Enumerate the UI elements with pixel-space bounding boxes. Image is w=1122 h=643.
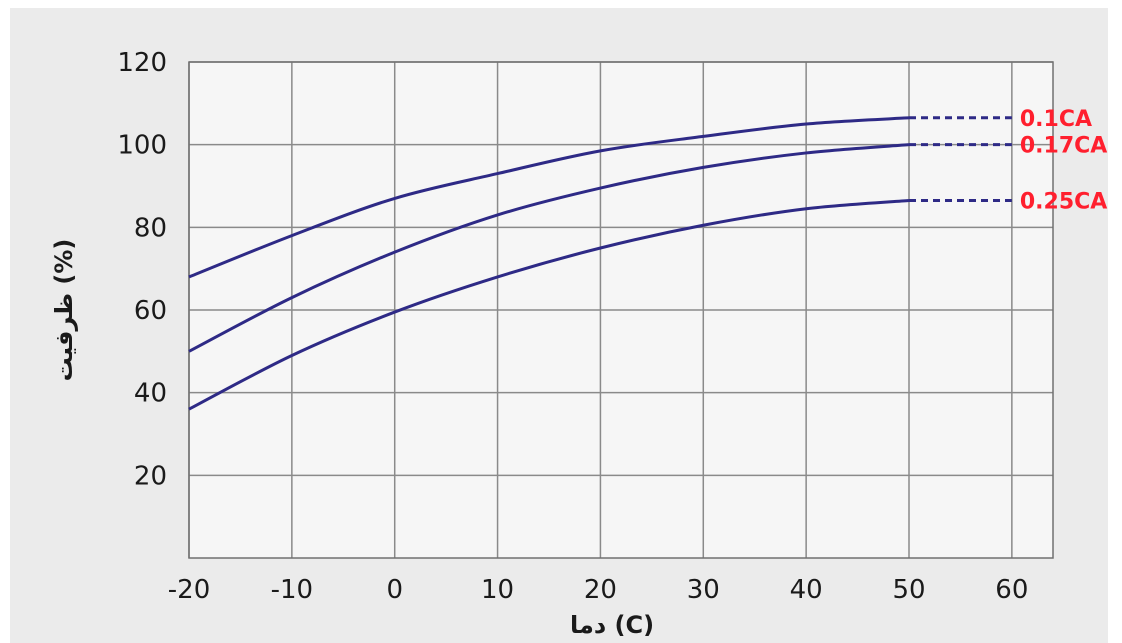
plot-frame <box>188 61 1054 559</box>
y-tick-label: 40 <box>134 379 167 409</box>
y-tick-label: 60 <box>134 296 167 326</box>
x-tick-label: -20 <box>168 575 210 605</box>
axes: -20 -10 0 10 20 30 40 50 60 20 40 60 80 100 120 <box>117 48 1054 605</box>
y-tick-label: 20 <box>134 461 167 491</box>
y-axis-title: ظرفیت (%) <box>50 239 78 382</box>
x-tick-label: 20 <box>584 575 617 605</box>
x-tick-label: 60 <box>995 575 1028 605</box>
series-line-01ca <box>188 116 910 279</box>
series-group <box>188 116 1012 411</box>
series-label-01ca: 0.1CA <box>1020 107 1092 132</box>
x-tick-label: 0 <box>386 575 403 605</box>
y-tick-label: 120 <box>117 48 167 78</box>
x-tick-label: 40 <box>790 575 823 605</box>
series-line-017ca <box>188 143 910 353</box>
x-tick-label: 30 <box>687 575 720 605</box>
y-tick-label: 80 <box>134 213 167 243</box>
series-line-025ca <box>188 198 910 411</box>
series-label-025ca: 0.25CA <box>1020 189 1107 214</box>
y-tick-label: 100 <box>117 131 167 161</box>
x-tick-label: 50 <box>892 575 925 605</box>
x-axis-title: دما (C) <box>570 611 654 639</box>
x-tick-label: -10 <box>271 575 313 605</box>
chart-container: -20 -10 0 10 20 30 40 50 60 20 40 60 80 100 120 0.1CA 0… <box>10 8 1108 643</box>
x-tick-label: 10 <box>481 575 514 605</box>
series-label-017ca: 0.17CA <box>1020 134 1107 159</box>
